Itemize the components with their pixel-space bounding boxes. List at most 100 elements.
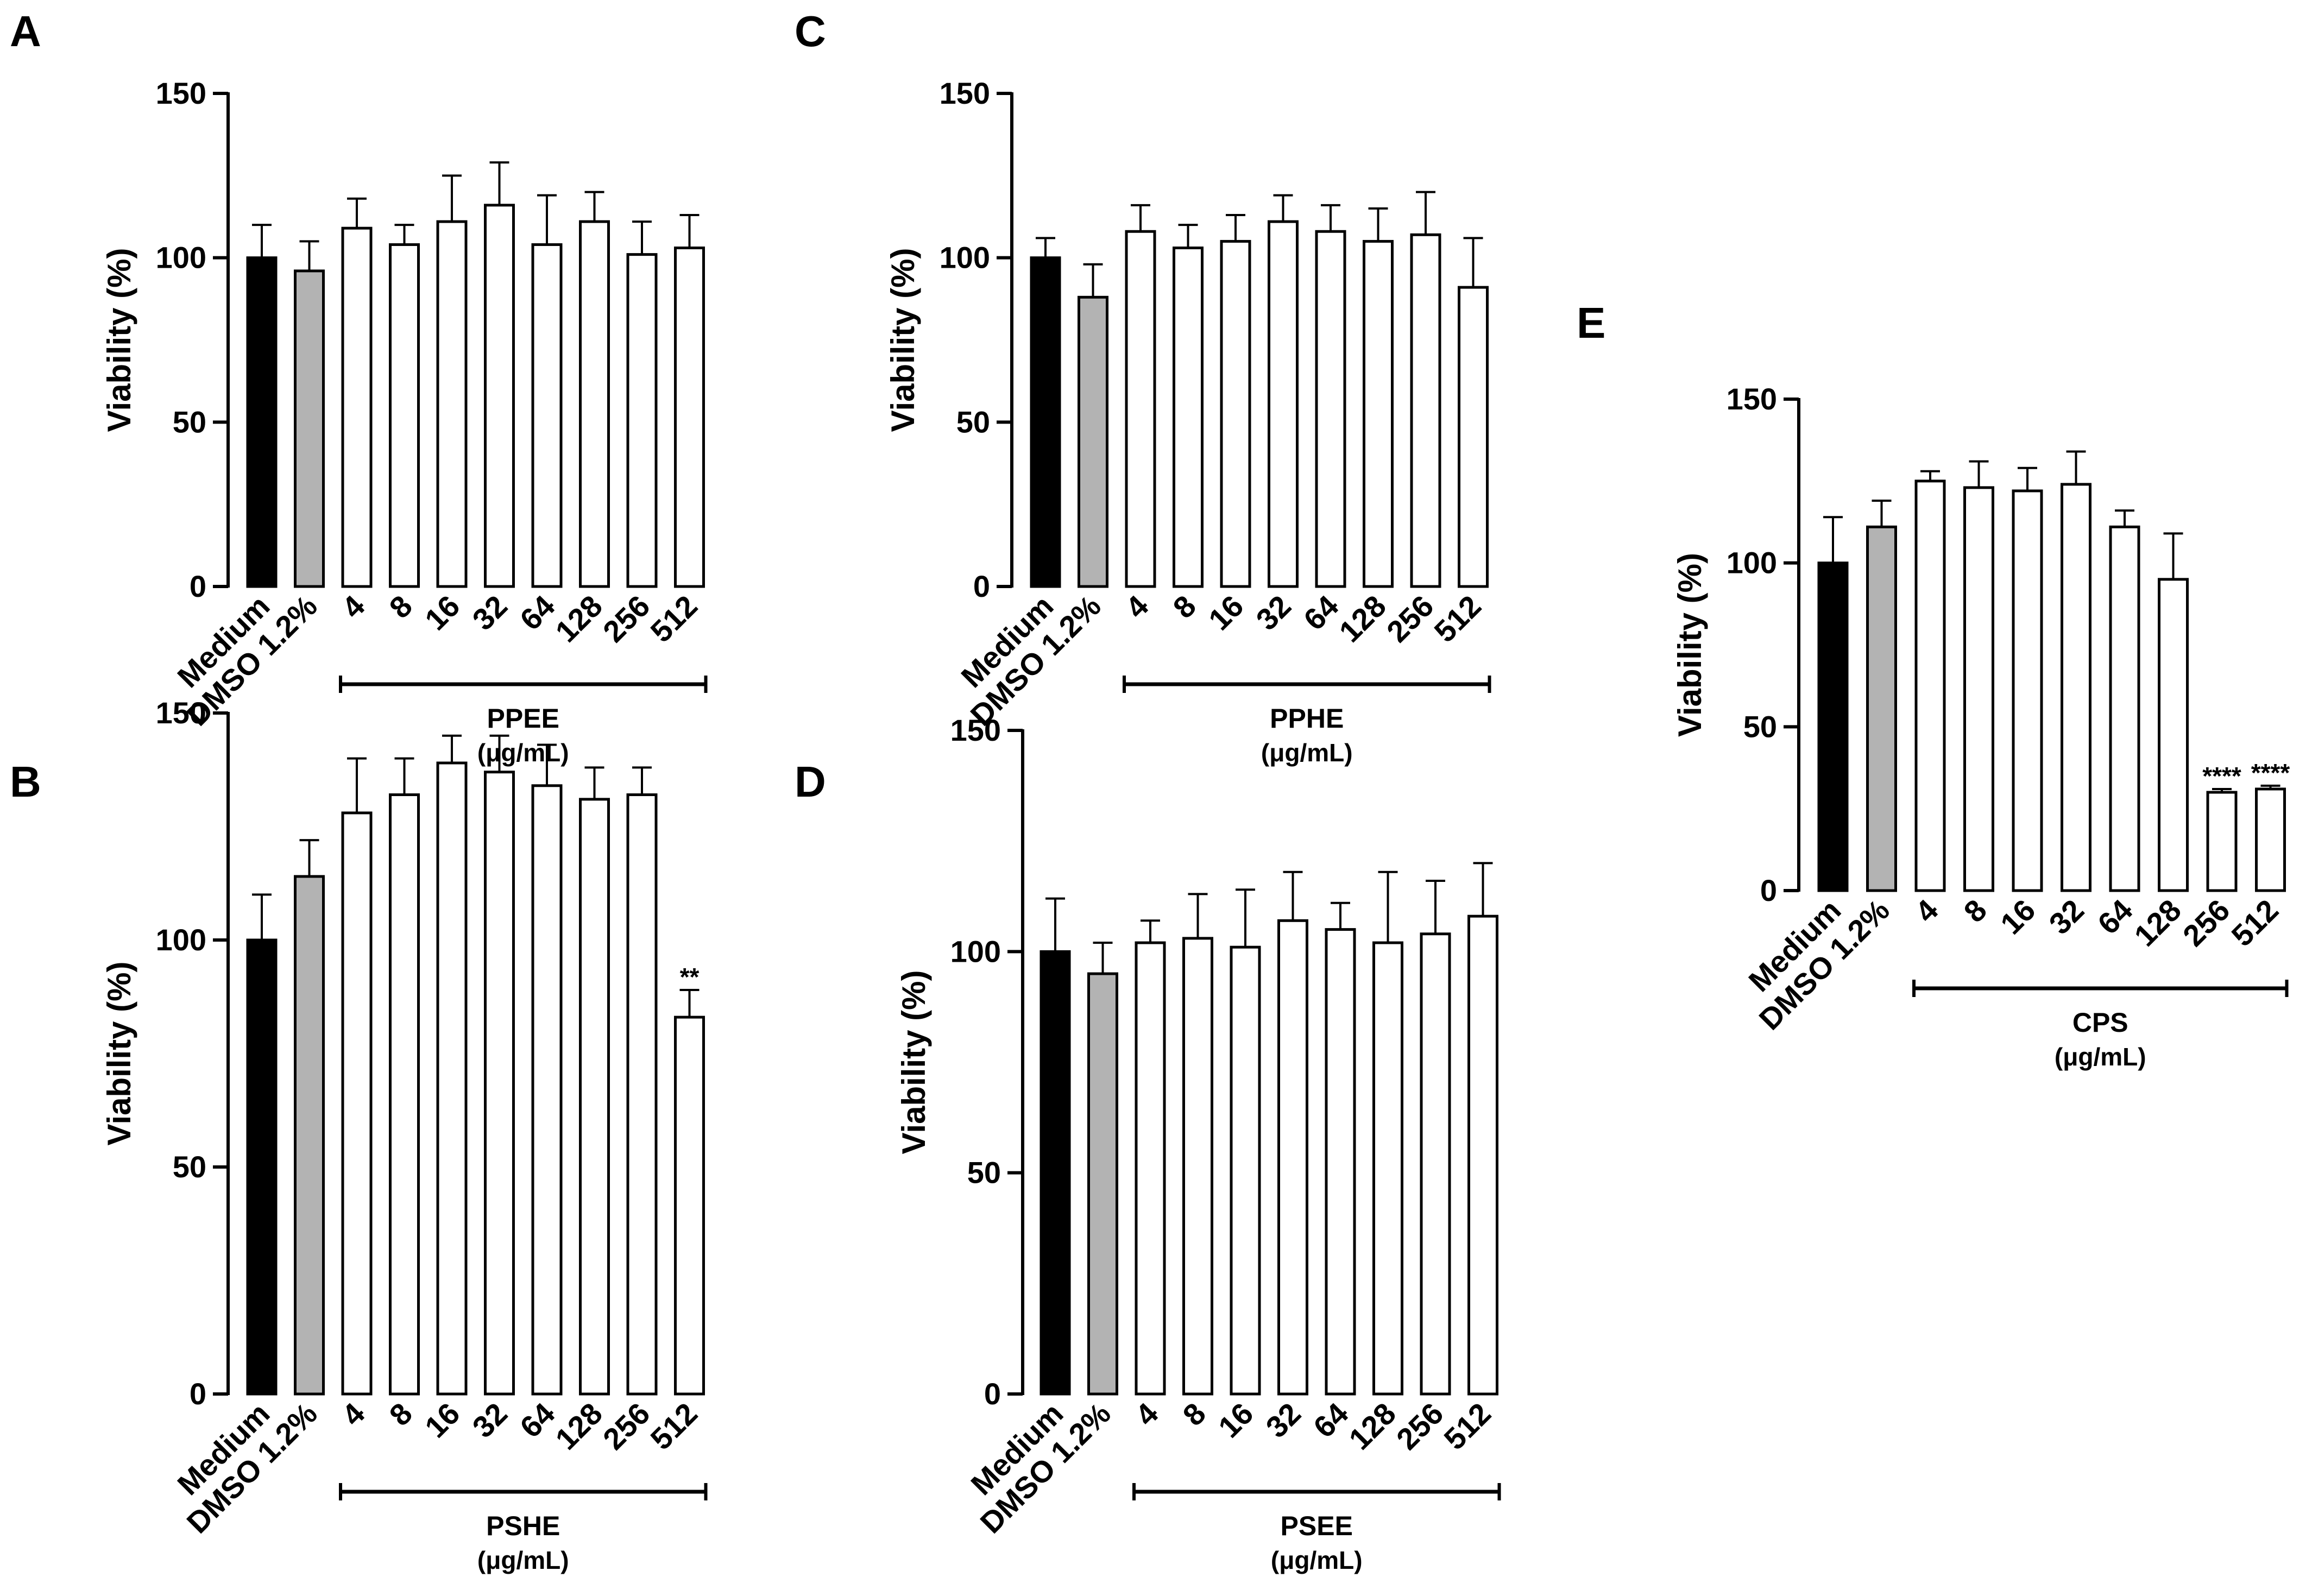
bar [1315,230,1346,588]
y-tick-label: 150 [950,713,1001,747]
y-tick-label: 100 [156,241,206,275]
bar [341,811,373,1396]
y-tick-label: 0 [984,1377,1001,1411]
category-label: 4 [1908,893,1945,929]
bar [2061,483,2091,892]
bar [1182,937,1213,1396]
category-label: 32 [465,1396,514,1444]
bar [626,793,658,1396]
category-label: 16 [418,1396,467,1444]
bar [1087,972,1118,1396]
bar [626,253,658,588]
bar [1420,932,1451,1396]
category-label: 16 [1994,893,2042,941]
y-axis-title: Viability (%) [101,962,137,1146]
category-label: 128 [549,1396,609,1456]
y-tick-label: 50 [1743,709,1777,743]
bar [1363,239,1394,588]
panel-letter: C [795,7,826,55]
y-tick-label: 50 [967,1156,1001,1190]
bar [1467,914,1498,1396]
category-label: 4 [1129,1396,1165,1433]
y-tick-label: 50 [956,405,990,439]
category-label: 512 [1427,589,1488,649]
category-label: 512 [1437,1396,1497,1456]
bar [531,243,563,588]
bar [246,938,278,1396]
y-axis-title: Viability (%) [101,248,137,432]
category-label: 128 [549,589,609,649]
bar [674,247,705,588]
bar [484,771,515,1396]
y-axis-title: Viability (%) [885,248,921,432]
significance-label: **** [2251,759,2290,787]
bar [1268,220,1299,588]
y-tick-label: 100 [156,923,206,957]
bar [2109,525,2140,892]
y-tick-label: 150 [156,696,206,730]
y-tick-label: 100 [940,241,990,275]
bar [484,204,515,588]
bar [294,269,325,588]
category-label: 4 [335,1396,371,1433]
panel-letter: D [795,758,826,806]
bar [1135,941,1166,1396]
group-name: PSHE [486,1511,560,1541]
bar [1325,928,1356,1396]
y-axis-title: Viability (%) [1672,553,1708,737]
significance-label: **** [2202,762,2241,790]
group-name: PPEE [487,703,559,734]
bar [531,784,563,1396]
category-label: 256 [1390,1396,1450,1456]
y-tick-label: 150 [156,76,206,110]
bar [1220,239,1251,588]
group-unit: (μg/mL) [1271,1546,1363,1574]
bar [579,220,610,588]
panel-letter: A [10,7,41,55]
bar [579,798,610,1396]
y-tick-label: 100 [1727,546,1777,580]
category-label: 128 [2127,893,2188,953]
bar [1866,525,1897,892]
panel-letter: E [1577,299,1605,347]
category-label: 16 [1202,589,1250,637]
panel-letter: B [10,758,41,806]
y-tick-label: 150 [940,76,990,110]
bar [1914,480,1946,892]
group-unit: (μg/mL) [477,739,569,767]
bar [436,220,468,588]
category-label: 16 [1212,1396,1260,1444]
category-label: 256 [596,589,657,649]
y-tick-label: 50 [173,405,206,439]
bar [1458,286,1489,588]
category-label: 512 [2225,893,2285,953]
y-tick-label: 0 [973,569,990,603]
category-label: 256 [596,1396,657,1456]
group-unit: (μg/mL) [2055,1043,2146,1071]
bar [341,226,373,588]
bar [436,761,468,1396]
group-unit: (μg/mL) [477,1546,569,1574]
category-label: 256 [2176,893,2237,953]
category-label: 8 [382,589,419,625]
bar [2255,787,2286,892]
bar [2206,791,2238,892]
y-axis-title: Viability (%) [896,970,932,1155]
bar [294,875,325,1396]
category-label: 8 [1957,893,1993,929]
category-label: 32 [2042,893,2090,941]
y-tick-label: 0 [1760,873,1777,907]
y-tick-label: 0 [190,1377,206,1411]
group-name: CPS [2072,1007,2128,1038]
category-label: 128 [1332,589,1393,649]
significance-label: ** [680,963,700,991]
category-label: 256 [1380,589,1440,649]
bar [1125,230,1156,588]
bar [389,793,420,1396]
category-label: 32 [465,589,514,637]
